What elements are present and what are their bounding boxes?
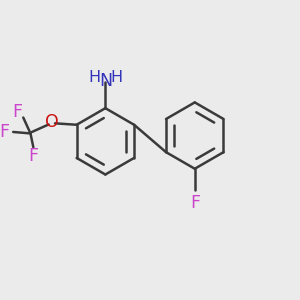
- Text: F: F: [190, 194, 200, 212]
- Text: F: F: [13, 103, 22, 121]
- Text: F: F: [28, 147, 38, 165]
- Text: F: F: [0, 123, 10, 141]
- Text: H: H: [88, 70, 100, 85]
- Text: O: O: [45, 113, 58, 131]
- Text: N: N: [99, 72, 112, 90]
- Text: H: H: [110, 70, 122, 85]
